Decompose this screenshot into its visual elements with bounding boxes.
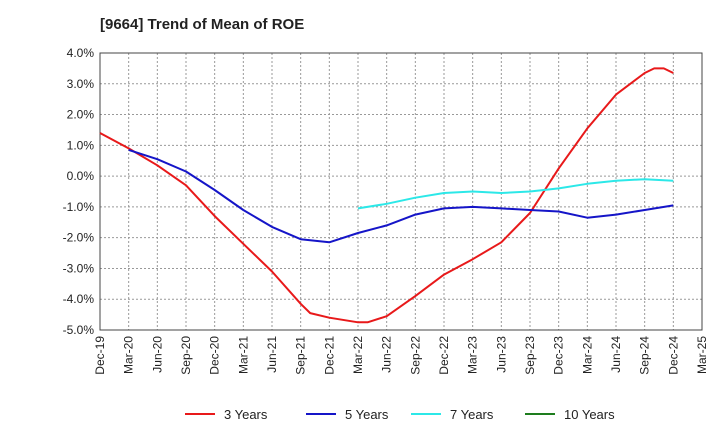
x-tick-label: Sep-23 bbox=[523, 336, 537, 375]
x-tick-label: Sep-20 bbox=[179, 336, 193, 375]
plot-area bbox=[100, 53, 702, 330]
x-tick-label: Dec-22 bbox=[437, 336, 451, 375]
x-tick-label: Mar-22 bbox=[351, 336, 365, 374]
x-tick-label: Dec-20 bbox=[208, 336, 222, 375]
legend-label: 5 Years bbox=[345, 407, 389, 422]
x-tick-label: Mar-20 bbox=[122, 336, 136, 374]
x-tick-label: Dec-23 bbox=[552, 336, 566, 375]
x-tick-label: Jun-24 bbox=[609, 336, 623, 373]
x-tick-label: Mar-21 bbox=[236, 336, 250, 374]
y-tick-label: -3.0% bbox=[63, 261, 95, 275]
x-tick-label: Mar-23 bbox=[466, 336, 480, 374]
y-tick-label: -4.0% bbox=[63, 292, 95, 306]
y-axis-ticks: 4.0% 3.0% 2.0% 1.0% 0.0% -1.0% -2.0% -3.0% -4.0%… bbox=[63, 46, 95, 337]
legend-label: 3 Years bbox=[224, 407, 268, 422]
y-tick-label: -2.0% bbox=[63, 231, 95, 245]
x-axis-ticks: Dec-19 Mar-20 Jun-20 Sep-20 Dec-20 Mar-21 Jun-… bbox=[93, 336, 709, 375]
x-tick-label: Dec-24 bbox=[666, 336, 680, 375]
y-tick-label: 1.0% bbox=[67, 138, 95, 152]
y-tick-label: -1.0% bbox=[63, 200, 95, 214]
x-tick-label: Jun-21 bbox=[265, 336, 279, 373]
y-tick-label: 3.0% bbox=[67, 77, 95, 91]
x-tick-label: Jun-23 bbox=[494, 336, 508, 373]
x-tick-label: Mar-24 bbox=[580, 336, 594, 374]
plot-background bbox=[100, 53, 702, 330]
legend: 3 Years 5 Years 7 Years 10 Years bbox=[185, 407, 615, 422]
x-tick-label: Dec-19 bbox=[93, 336, 107, 375]
x-tick-label: Mar-25 bbox=[695, 336, 709, 374]
x-tick-label: Jun-22 bbox=[380, 336, 394, 373]
y-tick-label: 0.0% bbox=[67, 169, 95, 183]
x-tick-label: Sep-24 bbox=[638, 336, 652, 375]
x-tick-label: Dec-21 bbox=[322, 336, 336, 375]
legend-label: 10 Years bbox=[564, 407, 615, 422]
y-tick-label: -5.0% bbox=[63, 323, 95, 337]
x-tick-label: Sep-22 bbox=[408, 336, 422, 375]
y-tick-label: 4.0% bbox=[67, 46, 95, 60]
series-lines bbox=[99, 67, 674, 324]
series-line bbox=[128, 148, 674, 244]
legend-label: 7 Years bbox=[450, 407, 494, 422]
series-line bbox=[357, 178, 674, 210]
chart-title: [9664] Trend of Mean of ROE bbox=[100, 16, 304, 33]
grid-lines bbox=[99, 52, 703, 331]
y-tick-label: 2.0% bbox=[67, 108, 95, 122]
x-tick-label: Jun-20 bbox=[150, 336, 164, 373]
series-line bbox=[99, 67, 674, 324]
x-tick-label: Sep-21 bbox=[294, 336, 308, 375]
plot-border bbox=[99, 52, 703, 331]
